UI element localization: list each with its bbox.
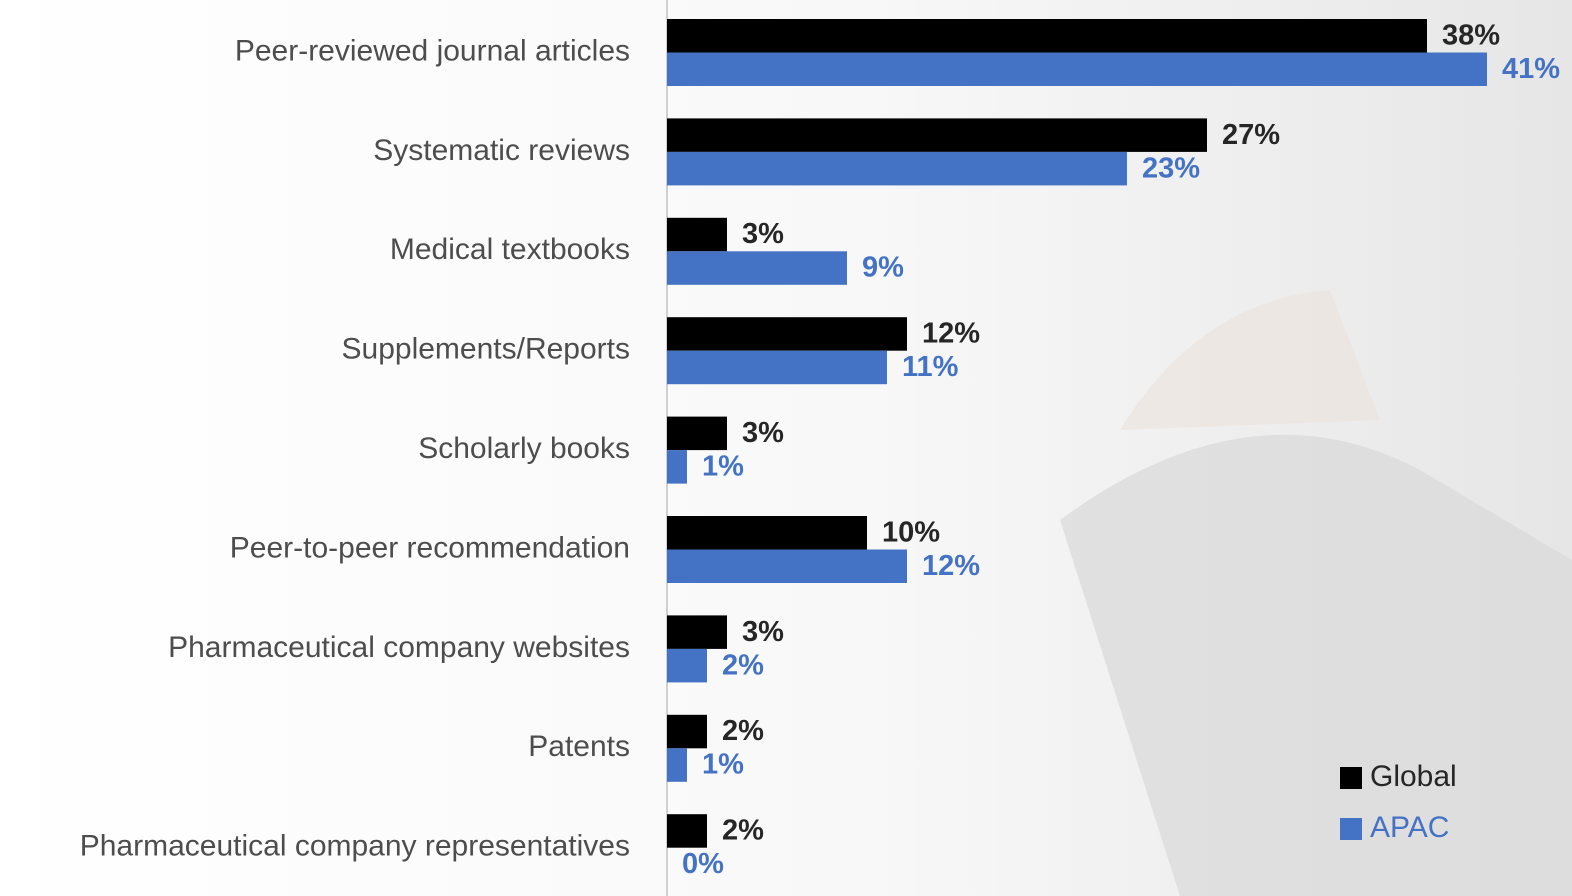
category-label: Supplements/Reports (342, 333, 631, 366)
bar (667, 19, 1427, 53)
value-label: 12% (922, 318, 980, 350)
category-label: Patents (528, 730, 630, 763)
value-label: 23% (1142, 152, 1200, 184)
bar (667, 814, 707, 848)
value-label: 2% (722, 715, 764, 747)
bar (667, 52, 1487, 86)
category-label: Systematic reviews (373, 134, 630, 167)
value-label: 1% (702, 451, 744, 483)
bar (667, 251, 847, 285)
value-label: 3% (742, 616, 784, 648)
value-label: 2% (722, 649, 764, 681)
value-label: 27% (1222, 119, 1280, 151)
background-photo-shape (1120, 290, 1380, 430)
bar (667, 350, 887, 385)
legend-label: Global (1370, 760, 1457, 793)
bar (667, 151, 1127, 186)
bar (667, 516, 867, 550)
legend-label: APAC (1370, 811, 1449, 844)
value-label: 2% (722, 815, 764, 847)
background-photo-shape (1060, 434, 1572, 896)
bar (667, 714, 707, 749)
bar (667, 615, 727, 649)
value-label: 38% (1442, 19, 1500, 51)
value-label: 9% (862, 252, 904, 284)
bar (667, 416, 727, 451)
bar (667, 317, 907, 351)
legend-swatch (1340, 767, 1362, 789)
value-label: 3% (742, 417, 784, 449)
category-label: Scholarly books (418, 432, 630, 465)
value-label: 1% (702, 749, 744, 781)
value-label: 41% (1502, 53, 1560, 85)
legend-swatch (1340, 818, 1362, 840)
bar (667, 648, 707, 683)
bar (667, 217, 727, 252)
value-label: 3% (742, 218, 784, 250)
value-label: 0% (682, 848, 724, 880)
category-label: Medical textbooks (390, 233, 630, 266)
bar (667, 450, 687, 484)
category-label: Pharmaceutical company websites (168, 631, 630, 664)
category-label: Pharmaceutical company representatives (80, 830, 630, 863)
category-label: Peer-reviewed journal articles (235, 34, 630, 67)
value-label: 11% (902, 351, 959, 383)
bar (667, 549, 907, 583)
value-label: 12% (922, 550, 980, 582)
bar (667, 118, 1207, 152)
bar (667, 748, 687, 782)
value-label: 10% (882, 516, 940, 548)
category-label: Peer-to-peer recommendation (230, 531, 630, 564)
